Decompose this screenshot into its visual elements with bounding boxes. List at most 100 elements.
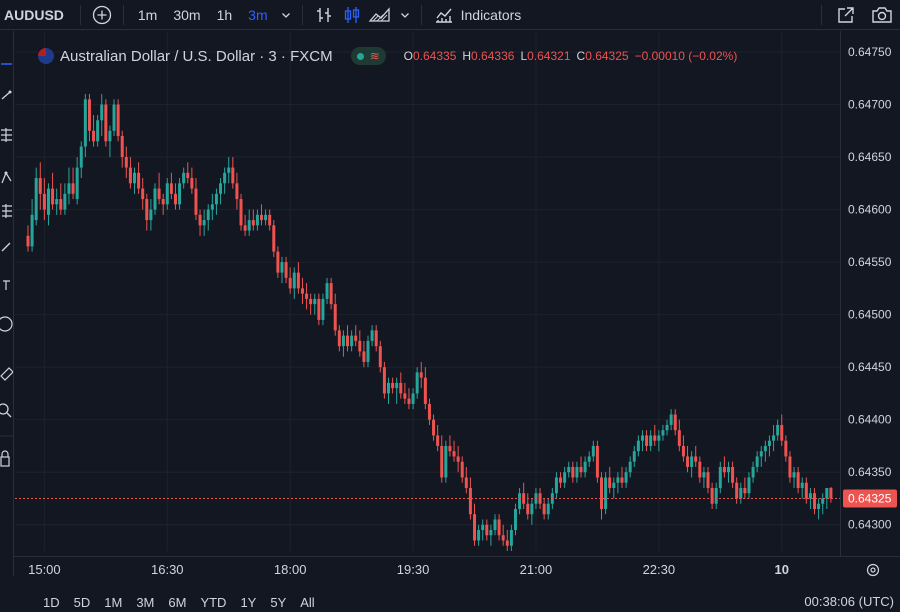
time-axis[interactable]: 15:00 16:30 18:00 19:30 21:00 22:30 10 [0,556,900,578]
candle [210,193,214,221]
prediction-tool-icon[interactable] [2,204,12,218]
range-1m[interactable]: 1M [104,594,123,610]
candle [505,529,509,551]
candle [526,493,530,520]
range-1d[interactable]: 1D [43,594,60,610]
range-5y[interactable]: 5Y [270,594,287,610]
candle [776,419,780,441]
candle-body [87,99,91,131]
candle [34,167,38,226]
zoom-tool-icon[interactable] [0,403,12,418]
candle-body [686,456,690,467]
candle [448,435,452,457]
candle-body [645,435,649,446]
candle [96,115,100,147]
range-6m[interactable]: 6M [168,594,187,610]
range-1y[interactable]: 1Y [240,594,257,610]
candle [419,361,423,389]
candles-style-button[interactable] [339,0,365,30]
symbol-search-button[interactable]: AUDUSD [4,6,64,23]
candle-body [235,183,239,200]
candle-body [497,519,501,536]
time-axis-settings-button[interactable] [866,563,880,577]
candle-body [280,262,284,273]
time-tick-label: 21:00 [520,562,553,577]
candle [624,466,628,488]
interval-1m[interactable]: 1m [137,6,158,23]
candle [214,188,218,215]
chart-style-dropdown[interactable] [395,0,415,30]
change-value: −0.00010 (−0.02%) [634,49,738,63]
fib-tool-icon[interactable] [1,128,12,142]
candle-body [456,456,460,462]
price-tick-label: 0.64700 [848,98,892,112]
candle-body [288,277,292,289]
indicators-button[interactable]: Indicators [428,0,528,30]
candle [649,430,653,452]
chart-canvas[interactable]: 0.64750 0.64700 0.64650 0.64600 0.64550 0.645… [0,31,900,591]
candle-body [182,172,186,184]
utc-clock[interactable]: 00:38:06 (UTC) [804,594,894,609]
brush-tool-icon[interactable] [1,242,11,252]
bars-icon [316,7,331,22]
emoji-tool-icon[interactable] [0,316,13,332]
candle-body [116,104,120,137]
interval-1h[interactable]: 1h [216,6,233,23]
candle-body [542,503,546,515]
candle-body [608,477,612,488]
candle-body [796,472,800,488]
candle [808,487,812,509]
candle [698,456,702,483]
settings-gear-hub [870,567,876,573]
bar-style-button[interactable] [309,0,339,30]
pattern-tool-icon[interactable] [1,171,12,184]
ruler-tool-icon[interactable] [0,367,13,381]
candle [804,477,808,504]
compare-symbol-button[interactable] [87,0,117,30]
interval-30m[interactable]: 30m [173,6,201,23]
chart-grid [15,31,840,551]
candle [485,519,489,541]
candle [407,388,411,410]
market-status-badge[interactable]: ≋ [350,47,386,65]
snapshot-button[interactable] [864,0,900,30]
candle [284,256,288,284]
candle-body [272,225,276,252]
candle [608,466,612,494]
candle-body [436,435,440,446]
candle-body [657,435,661,441]
candle-body [276,251,280,273]
candle [813,487,817,515]
candle [497,514,501,541]
candle-body [677,430,681,446]
candle-body [722,466,726,473]
interval-dropdown[interactable] [276,0,296,30]
range-5d[interactable]: 5D [73,594,91,610]
candle [391,377,395,394]
candle-body [42,193,46,210]
range-ytd[interactable]: YTD [200,594,227,610]
candle [513,503,517,536]
price-tick-label: 0.64500 [848,308,892,322]
candle [522,482,526,509]
trend-line-tool-icon[interactable] [1,90,12,100]
price-tick-label: 0.64600 [848,203,892,217]
area-style-button[interactable] [365,0,395,30]
candle-body [153,188,157,210]
candle-body [591,445,595,457]
range-all[interactable]: All [300,594,315,610]
candle [255,209,259,231]
candle-body [620,477,624,483]
candle-body [386,382,390,394]
candle [280,256,284,284]
interval-3m[interactable]: 3m [248,6,268,23]
fullscreen-button[interactable] [828,0,864,30]
price-axis[interactable]: 0.64750 0.64700 0.64650 0.64600 0.64550 0.645… [840,31,892,556]
candle-body [362,351,366,362]
legend-title[interactable]: Australian Dollar / U.S. Dollar · 3 · FX… [60,47,333,65]
toolbar-divider [301,4,303,25]
candle [735,477,739,504]
lock-tool-icon[interactable] [0,450,10,467]
text-tool-icon[interactable] [3,280,10,290]
range-3m[interactable]: 3M [136,594,155,610]
